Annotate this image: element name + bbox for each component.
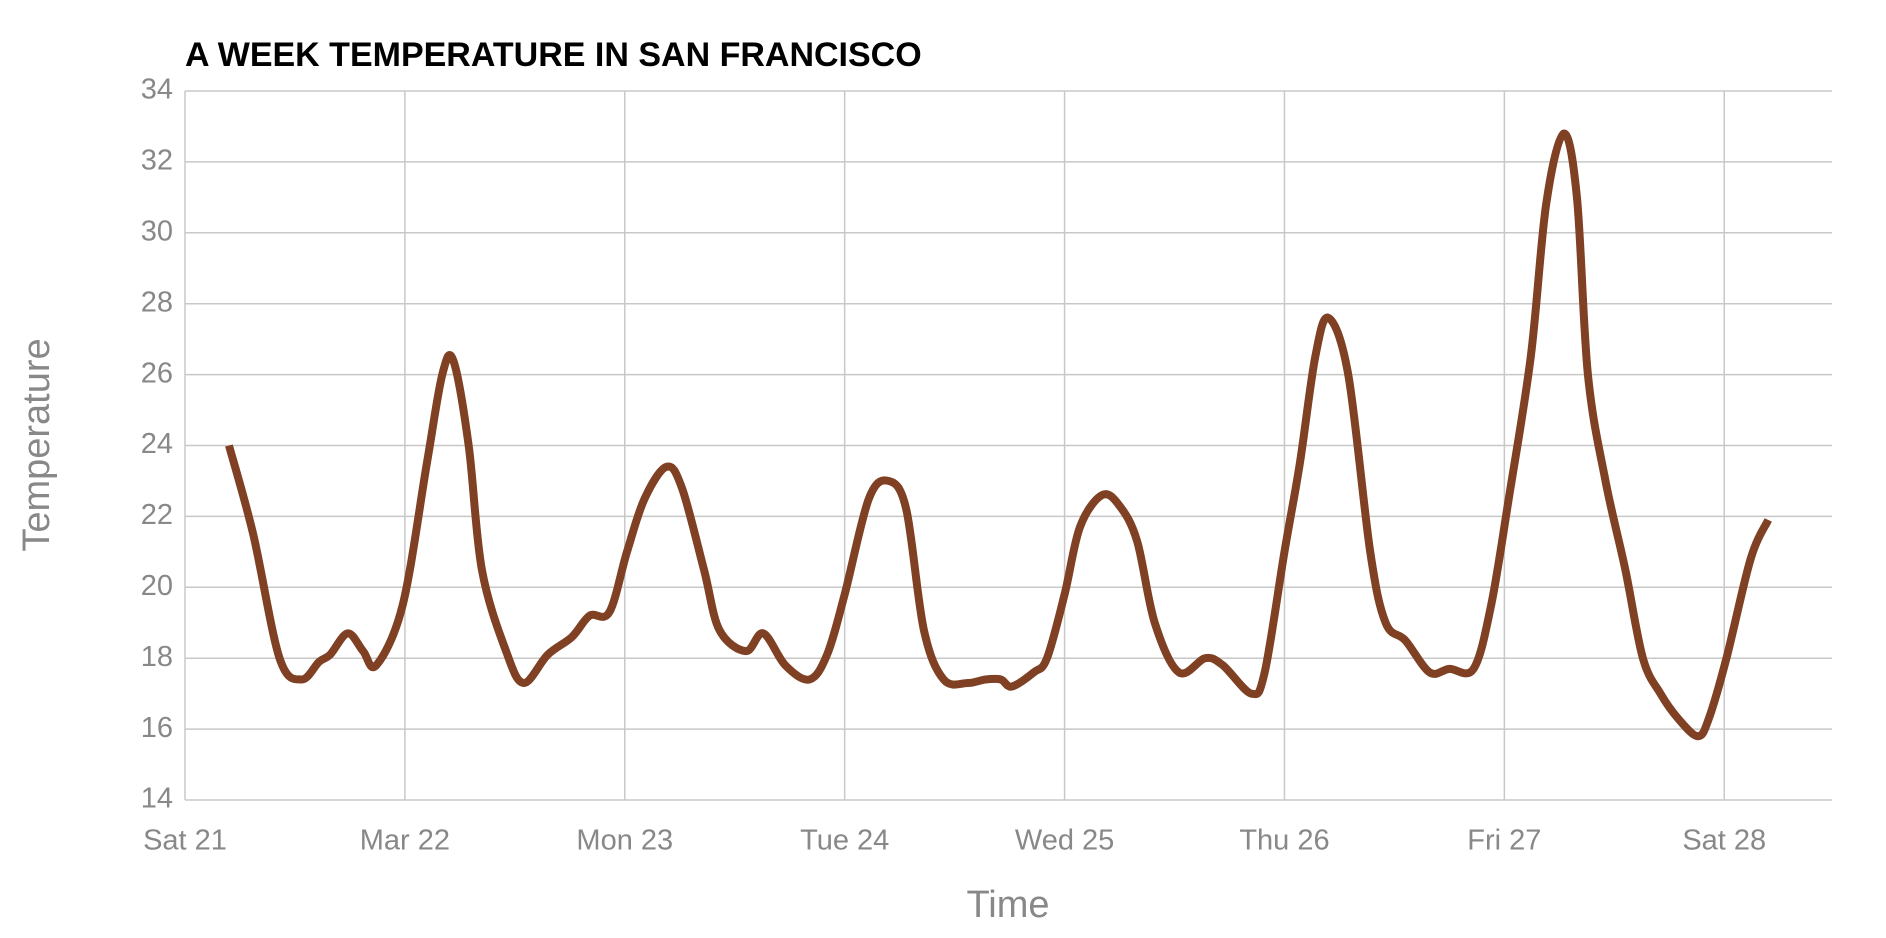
y-tick-label: 20 (141, 570, 173, 602)
y-tick-label: 24 (141, 428, 173, 460)
y-tick-label: 30 (141, 215, 173, 247)
x-tick-label: Mon 23 (576, 825, 673, 857)
y-tick-label: 26 (141, 357, 173, 389)
y-tick-label: 22 (141, 499, 173, 531)
x-tick-label: Tue 24 (800, 825, 889, 857)
x-tick-label: Sat 21 (143, 825, 227, 857)
x-tick-label: Fri 27 (1467, 825, 1541, 857)
y-axis-title: Temperature (16, 338, 58, 551)
line (225, 129, 1772, 741)
y-tick-label: 28 (141, 286, 173, 318)
y-tick-label: 32 (141, 145, 173, 177)
y-tick-label: 34 (141, 74, 173, 106)
x-axis-title: Time (966, 884, 1049, 926)
chart-title: A WEEK TEMPERATURE IN SAN FRANCISCO (185, 36, 922, 74)
x-tick-label: Sat 28 (1682, 825, 1766, 857)
y-tick-label: 18 (141, 641, 173, 673)
x-tick-label: Wed 25 (1015, 825, 1114, 857)
y-tick-label: 16 (141, 712, 173, 744)
x-tick-label: Thu 26 (1239, 825, 1329, 857)
y-tick-label: 14 (141, 783, 173, 815)
x-tick-label: Mar 22 (360, 825, 450, 857)
